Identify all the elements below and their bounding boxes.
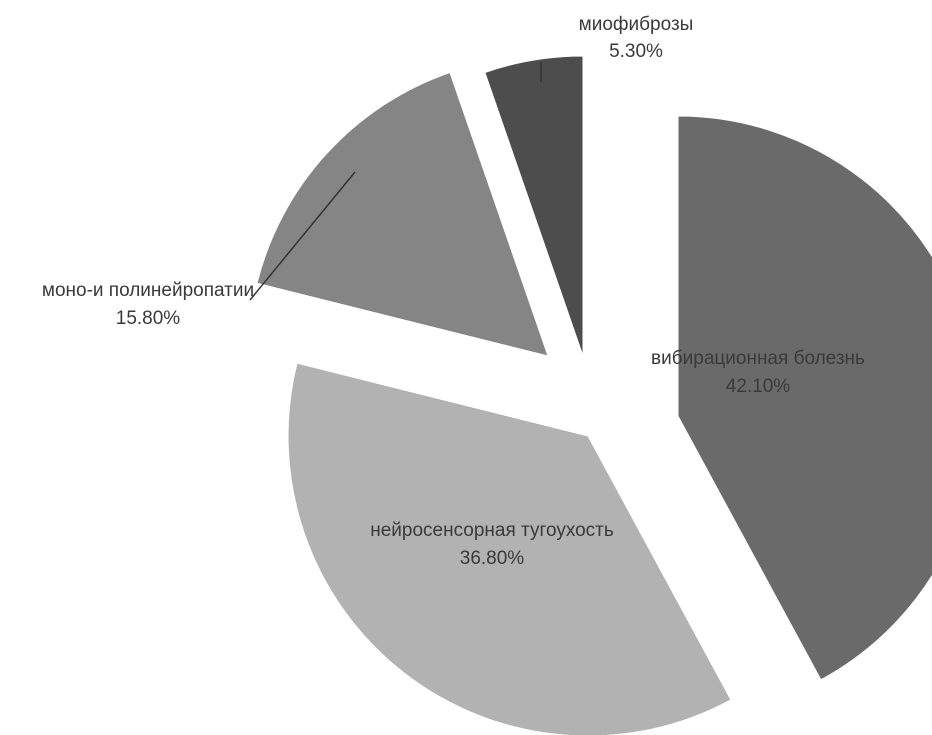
pie-slice-neuropathy [256,71,549,357]
slice-percent-vibration: 42.10% [726,376,791,397]
slice-label-myofibrosis: миофиброзы [579,14,694,35]
data-labels: вибирационная болезнь 42.10% нейросенсор… [42,14,865,569]
pie-slice-myofibrosis [484,55,584,357]
slice-percent-myofibrosis: 5.30% [609,41,663,62]
slice-label-vibration: вибирационная болезнь [651,348,865,369]
slice-label-hearing: нейросенсорная тугоухость [370,520,614,541]
leader-lines [249,62,542,301]
slice-label-neuropathy: моно-и полинейропатии [42,280,254,301]
pie-slice-hearing [287,362,732,735]
slice-percent-hearing: 36.80% [460,548,525,569]
pie-slice-vibration [677,115,932,681]
slice-percent-neuropathy: 15.80% [116,308,181,329]
leader-line-mono [249,171,356,301]
pie-slices [256,55,932,735]
